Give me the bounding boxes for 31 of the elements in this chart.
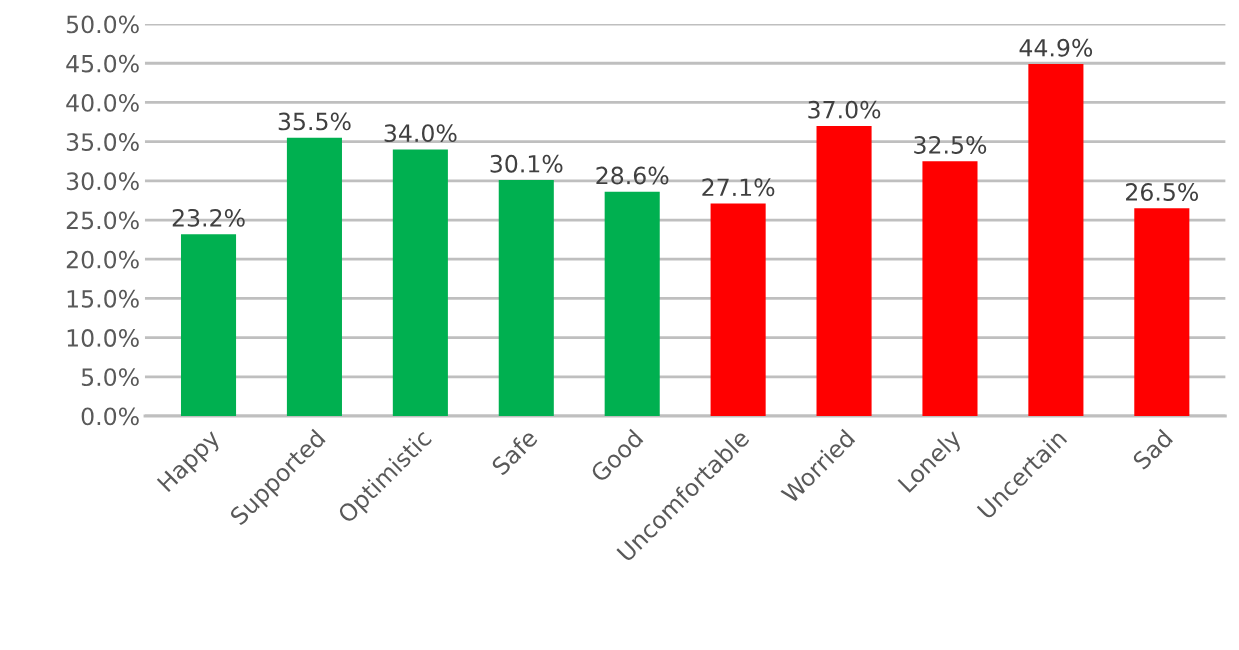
y-tick-label: 5.0% bbox=[81, 368, 139, 387]
bar bbox=[286, 137, 342, 416]
y-tick-label: 40.0% bbox=[66, 93, 139, 112]
bar bbox=[1028, 64, 1084, 416]
data-label: 28.6% bbox=[596, 166, 669, 185]
y-tick-label: 20.0% bbox=[66, 250, 139, 269]
data-label: 32.5% bbox=[914, 136, 987, 154]
data-label: 23.2% bbox=[172, 208, 245, 227]
y-tick-label: 0.0% bbox=[81, 407, 139, 426]
y-tick-label: 35.0% bbox=[66, 133, 139, 151]
data-label: 35.5% bbox=[278, 112, 351, 131]
y-tick-label: 10.0% bbox=[67, 329, 139, 347]
data-label: 44.9% bbox=[1019, 38, 1093, 57]
bar bbox=[180, 234, 237, 416]
bar bbox=[710, 203, 766, 416]
y-tick-label: 45.0% bbox=[66, 54, 139, 73]
data-label: 37.0% bbox=[808, 100, 881, 119]
bar bbox=[1134, 208, 1190, 416]
data-label: 27.1% bbox=[702, 178, 775, 197]
y-tick-label: 50.0% bbox=[66, 15, 139, 34]
bar bbox=[922, 161, 978, 416]
bar bbox=[816, 125, 872, 416]
bar bbox=[392, 149, 448, 416]
y-tick-label: 25.0% bbox=[66, 211, 139, 230]
y-tick-label: 30.0% bbox=[66, 172, 139, 191]
data-label: 26.5% bbox=[1126, 183, 1199, 201]
y-tick-label: 15.0% bbox=[67, 289, 139, 308]
data-label: 30.1% bbox=[490, 154, 563, 173]
data-label: 34.0% bbox=[384, 124, 457, 143]
bar bbox=[498, 180, 554, 416]
bar bbox=[604, 191, 660, 416]
